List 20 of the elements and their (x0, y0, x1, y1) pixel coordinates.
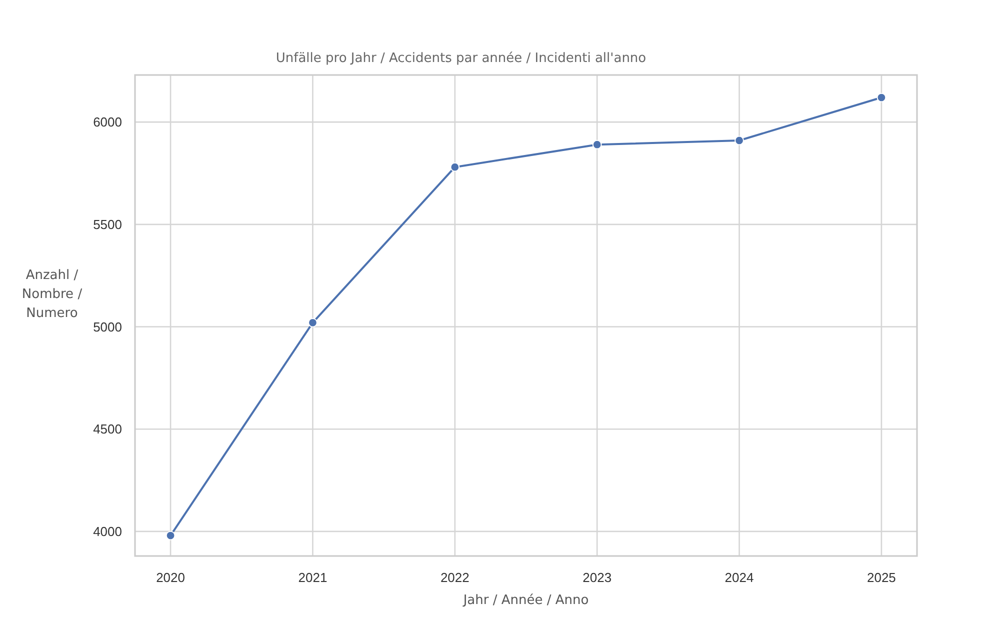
x-tick-label: 2024 (724, 570, 754, 585)
y-tick-label: 4000 (93, 524, 122, 539)
y-tick-label: 6000 (93, 114, 122, 130)
x-axis-title: Jahr / Année / Anno (462, 593, 589, 608)
x-tick-label: 2020 (156, 570, 186, 585)
point (876, 92, 886, 102)
point (450, 162, 460, 172)
y-axis-title: Anzahl / Nombre / Numero (22, 268, 83, 322)
y-tick-label: 5000 (93, 319, 122, 334)
y-tick-label: 4500 (93, 422, 122, 437)
x-tick-label: 2023 (582, 570, 612, 585)
point (734, 136, 744, 146)
point (166, 530, 176, 540)
point (308, 318, 318, 328)
chart-title: Unfälle pro Jahr / Accidents par année / Incidenti all'anno (276, 51, 646, 66)
point (592, 140, 602, 150)
x-tick-label: 2021 (298, 570, 328, 585)
y-tick-label: 5500 (93, 216, 122, 232)
x-tick-label: 2025 (866, 570, 896, 585)
x-tick-label: 2022 (440, 570, 470, 585)
